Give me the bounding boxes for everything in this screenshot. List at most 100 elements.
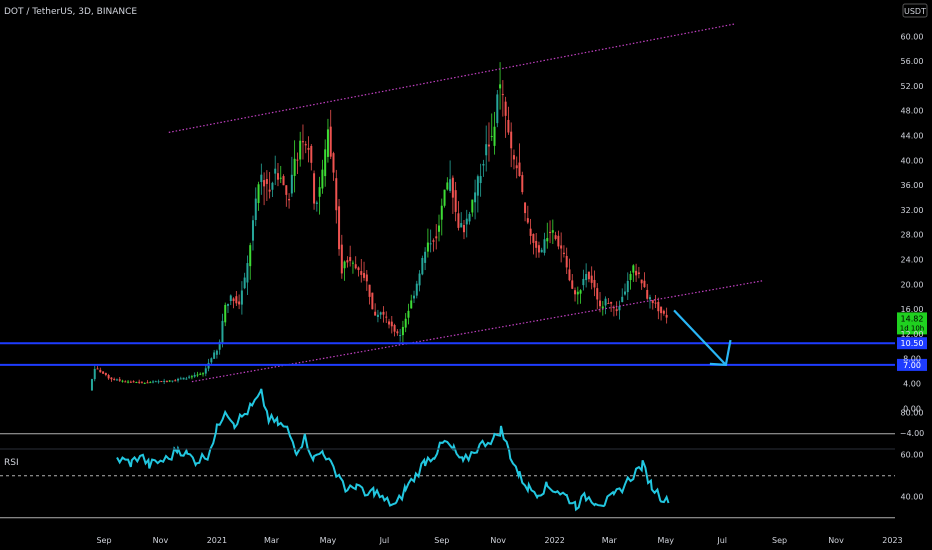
candle-body <box>449 179 452 191</box>
candle-body <box>443 189 446 206</box>
candle-body <box>457 213 460 228</box>
level-badge <box>897 337 927 350</box>
candle-body <box>274 168 277 174</box>
level-badge <box>897 358 927 371</box>
currency-badge[interactable] <box>902 3 928 18</box>
candle-body <box>576 291 579 295</box>
candle-body <box>165 380 168 382</box>
candle-body <box>485 144 488 156</box>
candle-body <box>193 374 196 377</box>
candle-body <box>202 373 205 375</box>
candle-body <box>107 375 110 379</box>
rsi-tick-label: 80.00 <box>901 409 924 418</box>
candle-body <box>665 314 668 318</box>
candle-body <box>113 378 116 380</box>
price-tick-label: 12.00 <box>901 330 924 339</box>
candle-body <box>468 213 471 222</box>
candle-body <box>321 169 324 189</box>
candle-body <box>143 382 146 384</box>
candle-body <box>543 239 546 253</box>
candle-body <box>521 175 524 193</box>
candle-body <box>371 292 374 310</box>
candle-body <box>365 274 368 282</box>
candle-body <box>585 273 588 281</box>
candle-body <box>174 380 177 382</box>
time-tick-label: May <box>320 536 337 545</box>
candle-body <box>240 290 243 305</box>
symbol-title: DOT / TetherUS, 3D, BINANCE <box>4 7 137 17</box>
candle-body <box>332 153 335 173</box>
candle-body <box>418 273 421 286</box>
candle-body <box>251 220 254 241</box>
price-tick-label: 48.00 <box>901 107 924 116</box>
candle-body <box>110 377 113 380</box>
projection-arrow-head <box>709 339 732 367</box>
time-tick-label: Jul <box>716 536 727 545</box>
candle-body <box>243 277 246 289</box>
candle-body <box>618 306 621 311</box>
candle-body <box>549 231 552 233</box>
candle-body <box>604 298 607 306</box>
candle-body <box>357 267 360 271</box>
candle-body <box>232 298 235 302</box>
price-tick-label: 28.00 <box>901 231 924 240</box>
candle-body <box>460 223 463 228</box>
candle-body <box>504 101 507 116</box>
time-axis[interactable]: Sep Nov 2021 Mar May Jul Sep Nov 2022 Mar May Jul Se… <box>96 536 902 545</box>
candle-body <box>643 280 646 288</box>
candle-body <box>374 311 377 316</box>
candle-body <box>293 158 296 176</box>
candle-body <box>426 242 429 252</box>
candle-body <box>388 321 391 325</box>
price-tick-label: 36.00 <box>901 181 924 190</box>
candle-body <box>249 245 252 267</box>
candle-body <box>382 311 385 315</box>
candle-body <box>490 136 493 138</box>
candle-body <box>379 312 382 315</box>
price-tick-label: 52.00 <box>901 82 924 91</box>
time-tick-label: Sep <box>772 536 787 545</box>
candle-body <box>326 129 329 157</box>
candle-body <box>182 377 185 380</box>
price-tick-label: 32.00 <box>901 206 924 215</box>
candle-body <box>415 283 418 296</box>
price-tick-label: 60.00 <box>901 32 924 41</box>
time-tick-label: Nov <box>490 536 506 545</box>
price-axis[interactable]: −4.00 0.00 4.00 8.00 12.00 16.00 20.00 24.00 28.… <box>900 32 925 501</box>
rsi-line <box>116 388 670 512</box>
rsi-tick-label: 40.00 <box>901 493 924 502</box>
current-price-countdown: 1d 10h <box>900 324 924 332</box>
candle-body <box>257 184 260 204</box>
candle-body <box>396 331 399 334</box>
candle-body <box>199 373 202 375</box>
level-badge-label: 10.50 <box>901 339 924 348</box>
candle-body <box>496 94 499 124</box>
time-tick-label: 2023 <box>882 536 902 545</box>
candle-body <box>437 225 440 232</box>
candle-body <box>157 381 160 383</box>
candle-body <box>304 144 307 146</box>
candle-body <box>318 187 321 197</box>
candle-body <box>229 295 232 302</box>
candle-body <box>177 378 180 381</box>
candle-body <box>524 202 527 214</box>
candle-body <box>635 270 638 276</box>
candle-body <box>646 289 649 299</box>
candle-body <box>340 244 343 274</box>
candle-body <box>607 302 610 304</box>
candle-body <box>451 177 454 198</box>
projection-arrow[interactable] <box>673 309 732 367</box>
candle-body <box>599 300 602 307</box>
candle-body <box>601 306 604 309</box>
price-tick-label: 44.00 <box>901 132 924 141</box>
channel-lines[interactable] <box>168 23 764 383</box>
candle-body <box>540 249 543 253</box>
candle-body <box>571 280 574 289</box>
candle-body <box>404 318 407 328</box>
time-tick-label: Mar <box>602 536 618 545</box>
candle-body <box>188 376 191 378</box>
candle-body <box>507 119 510 133</box>
candle-body <box>343 261 346 269</box>
